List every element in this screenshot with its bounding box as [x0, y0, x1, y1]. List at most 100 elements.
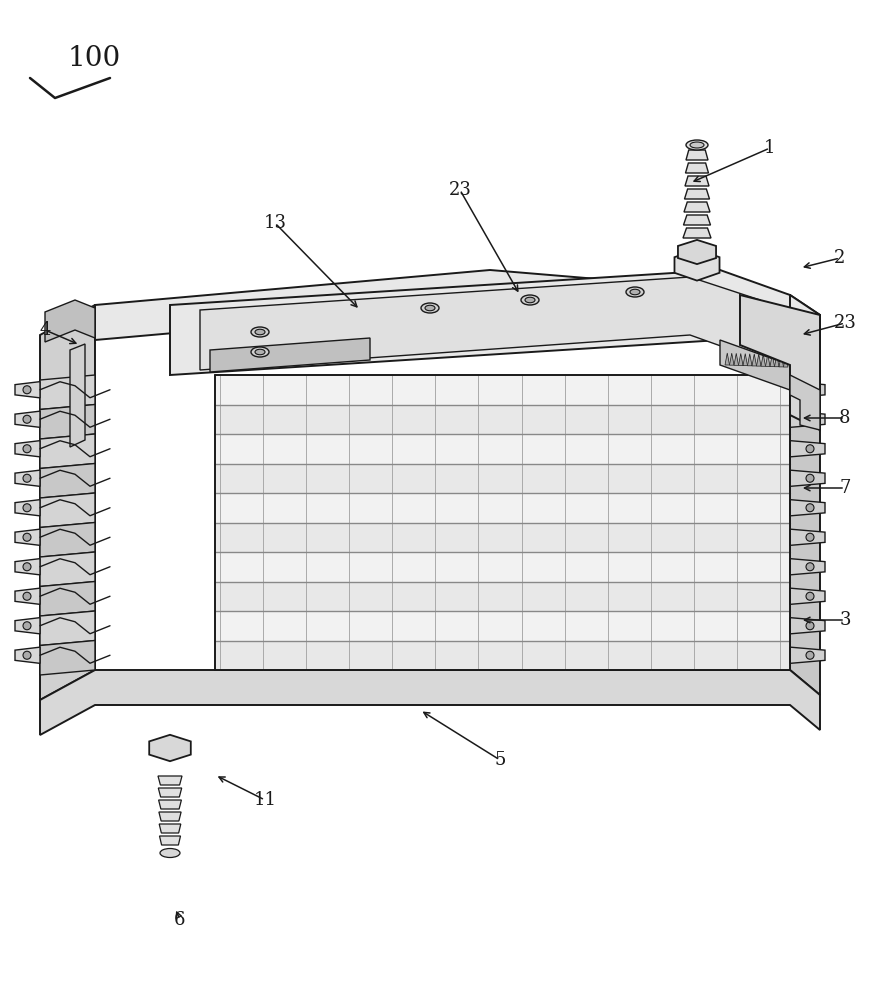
- Polygon shape: [214, 611, 789, 641]
- Polygon shape: [684, 176, 708, 186]
- Polygon shape: [214, 375, 789, 404]
- Polygon shape: [214, 434, 789, 464]
- Polygon shape: [40, 404, 95, 439]
- Polygon shape: [789, 647, 824, 663]
- Text: 6: 6: [174, 911, 185, 929]
- Circle shape: [23, 445, 31, 453]
- Polygon shape: [70, 344, 85, 447]
- Ellipse shape: [254, 329, 265, 335]
- Polygon shape: [170, 270, 789, 375]
- Polygon shape: [756, 354, 760, 366]
- Polygon shape: [214, 552, 789, 582]
- Polygon shape: [751, 354, 756, 366]
- Circle shape: [805, 651, 813, 659]
- Ellipse shape: [685, 140, 707, 150]
- Circle shape: [23, 563, 31, 571]
- Text: 5: 5: [494, 751, 505, 769]
- Polygon shape: [719, 340, 789, 390]
- Circle shape: [805, 415, 813, 423]
- Text: 23: 23: [833, 314, 856, 332]
- Text: 7: 7: [838, 479, 850, 497]
- Ellipse shape: [626, 287, 643, 297]
- Polygon shape: [95, 270, 819, 355]
- Polygon shape: [789, 529, 824, 545]
- Polygon shape: [40, 522, 95, 557]
- Ellipse shape: [424, 305, 434, 311]
- Polygon shape: [724, 353, 728, 365]
- Circle shape: [805, 474, 813, 482]
- Circle shape: [23, 622, 31, 630]
- Circle shape: [805, 533, 813, 541]
- Polygon shape: [739, 295, 819, 430]
- Polygon shape: [40, 641, 95, 675]
- Polygon shape: [159, 824, 181, 833]
- Text: 4: 4: [39, 321, 51, 339]
- Polygon shape: [159, 812, 181, 821]
- Text: 100: 100: [68, 45, 121, 72]
- Circle shape: [805, 622, 813, 630]
- Polygon shape: [789, 618, 824, 634]
- Polygon shape: [45, 300, 95, 342]
- Polygon shape: [214, 641, 789, 670]
- Polygon shape: [210, 338, 369, 372]
- Polygon shape: [199, 277, 759, 370]
- Polygon shape: [789, 470, 824, 486]
- Polygon shape: [683, 202, 709, 212]
- Polygon shape: [15, 500, 40, 516]
- Circle shape: [805, 592, 813, 600]
- Circle shape: [805, 445, 813, 453]
- Text: 3: 3: [838, 611, 850, 629]
- Polygon shape: [773, 355, 778, 367]
- Circle shape: [23, 592, 31, 600]
- Polygon shape: [40, 434, 95, 468]
- Polygon shape: [677, 240, 715, 264]
- Polygon shape: [685, 163, 708, 173]
- Circle shape: [805, 386, 813, 394]
- Polygon shape: [682, 228, 711, 238]
- Polygon shape: [15, 559, 40, 575]
- Polygon shape: [214, 522, 789, 552]
- Polygon shape: [778, 355, 782, 367]
- Polygon shape: [40, 305, 95, 700]
- Polygon shape: [40, 582, 95, 616]
- Polygon shape: [149, 735, 190, 761]
- Text: 23: 23: [448, 181, 470, 199]
- Polygon shape: [40, 493, 95, 528]
- Polygon shape: [40, 375, 95, 410]
- Polygon shape: [15, 470, 40, 486]
- Ellipse shape: [421, 303, 439, 313]
- Polygon shape: [728, 353, 734, 365]
- Polygon shape: [782, 355, 787, 367]
- Polygon shape: [742, 354, 747, 366]
- Polygon shape: [685, 150, 707, 160]
- Polygon shape: [769, 355, 773, 367]
- Polygon shape: [747, 354, 751, 366]
- Polygon shape: [40, 552, 95, 586]
- Polygon shape: [789, 500, 824, 516]
- Text: 13: 13: [263, 214, 286, 232]
- Ellipse shape: [251, 327, 268, 337]
- Polygon shape: [158, 788, 182, 797]
- Ellipse shape: [159, 848, 180, 857]
- Circle shape: [23, 474, 31, 482]
- Polygon shape: [15, 529, 40, 545]
- Polygon shape: [159, 800, 182, 809]
- Ellipse shape: [629, 289, 640, 295]
- Polygon shape: [214, 493, 789, 522]
- Polygon shape: [15, 618, 40, 634]
- Circle shape: [23, 651, 31, 659]
- Text: 11: 11: [253, 791, 276, 809]
- Polygon shape: [789, 441, 824, 457]
- Ellipse shape: [525, 297, 534, 303]
- Text: 1: 1: [764, 139, 775, 157]
- Polygon shape: [40, 464, 95, 498]
- Text: 8: 8: [838, 409, 850, 427]
- Circle shape: [23, 415, 31, 423]
- Polygon shape: [684, 189, 709, 199]
- Ellipse shape: [689, 142, 703, 148]
- Polygon shape: [673, 249, 719, 281]
- Polygon shape: [738, 353, 742, 365]
- Text: 2: 2: [834, 249, 844, 267]
- Circle shape: [805, 504, 813, 512]
- Polygon shape: [158, 776, 182, 785]
